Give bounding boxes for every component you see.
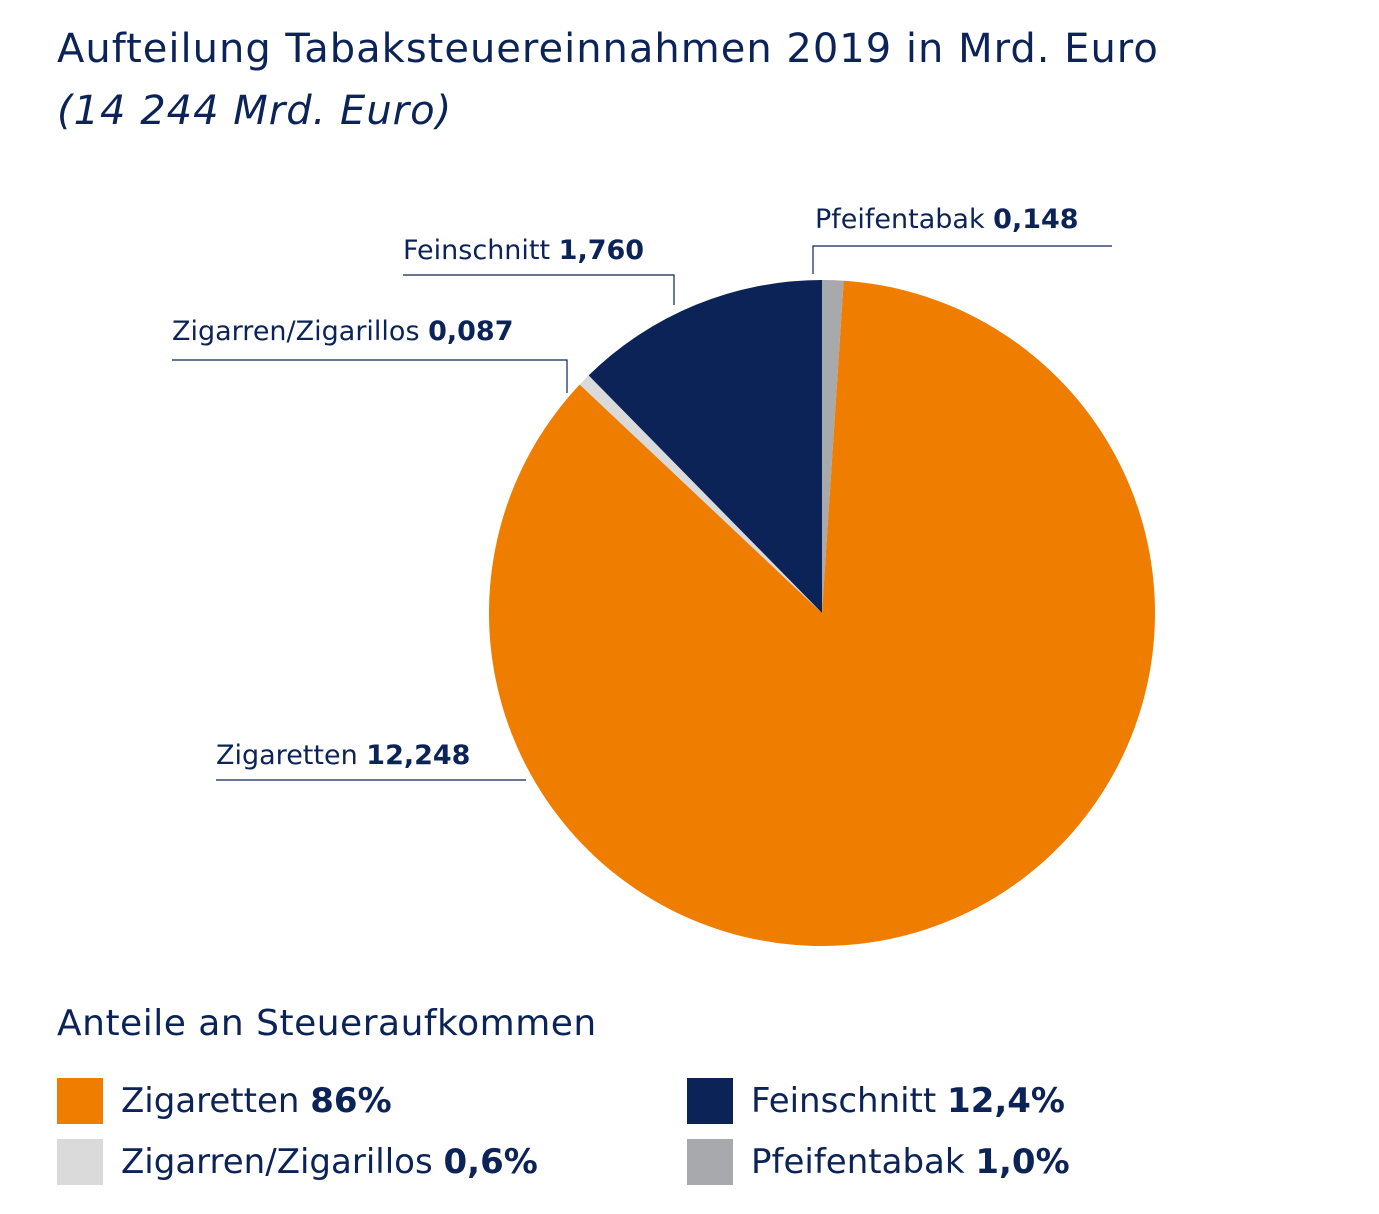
- legend-title: Anteile an Steueraufkommen: [57, 1003, 597, 1044]
- data-label-pfeifentabak: Pfeifentabak 0,148: [815, 204, 1079, 235]
- leader-line-zigarren-zigarillos: [172, 359, 568, 393]
- legend-label: Feinschnitt 12,4%: [751, 1081, 1066, 1121]
- legend-item-feinschnitt: Feinschnitt 12,4%: [687, 1078, 1065, 1124]
- pie-slices: [488, 280, 1155, 947]
- legend-swatch: [687, 1078, 733, 1124]
- chart-title: Aufteilung Tabaksteuereinnahmen 2019 in …: [57, 26, 1159, 72]
- pie-slice-zigarren-zigarillos: [579, 375, 822, 613]
- legend-label: Pfeifentabak 1,0%: [751, 1142, 1070, 1182]
- legend-item-zigarren-zigarillos: Zigarren/Zigarillos 0,6%: [57, 1139, 538, 1185]
- leader-line-feinschnitt: [403, 274, 675, 305]
- data-label-feinschnitt: Feinschnitt 1,760: [403, 235, 644, 266]
- legend-item-zigaretten: Zigaretten 86%: [57, 1078, 392, 1124]
- legend-label: Zigarren/Zigarillos 0,6%: [121, 1142, 538, 1182]
- pie-callouts: Pfeifentabak 0,148 Zigaretten 12,248 Zigar…: [172, 204, 1112, 781]
- data-label-zigaretten: Zigaretten 12,248: [216, 740, 470, 771]
- data-label-zigarren-zigarillos: Zigarren/Zigarillos 0,087: [172, 316, 514, 347]
- pie-slice-zigaretten: [488, 280, 1155, 947]
- chart-subtitle: (14 244 Mrd. Euro): [57, 88, 453, 134]
- pie-slice-pfeifentabak: [822, 280, 844, 613]
- pie-chart: Pfeifentabak 0,148 Zigaretten 12,248 Zigar…: [172, 204, 1155, 947]
- leader-line-pfeifentabak: [812, 245, 1112, 274]
- legend-swatch: [687, 1139, 733, 1185]
- legend-label: Zigaretten 86%: [121, 1081, 392, 1121]
- pie-slice-feinschnitt: [588, 280, 822, 613]
- legend-swatch: [57, 1078, 103, 1124]
- legend-item-pfeifentabak: Pfeifentabak 1,0%: [687, 1139, 1070, 1185]
- legend-swatch: [57, 1139, 103, 1185]
